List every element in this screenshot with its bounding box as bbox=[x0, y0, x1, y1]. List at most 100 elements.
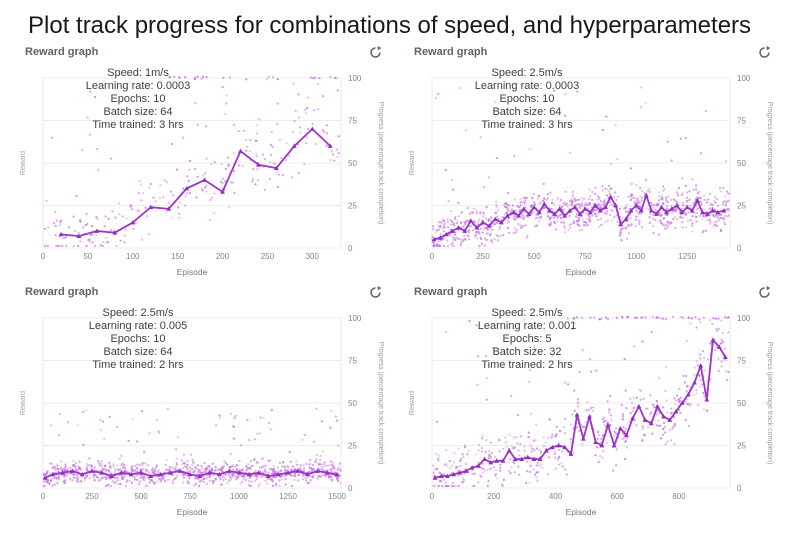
svg-text:Batch size: 64: Batch size: 64 bbox=[103, 106, 172, 118]
reward-progress-chart: 0 25 50 75 100 0 200 400 600 800 Episode Reward Prog… bbox=[409, 307, 773, 517]
svg-text:Batch size: 64: Batch size: 64 bbox=[492, 106, 561, 118]
svg-text:400: 400 bbox=[549, 492, 563, 501]
svg-text:Time trained: 2 hrs: Time trained: 2 hrs bbox=[481, 359, 573, 371]
chart-header: Reward graph bbox=[405, 44, 782, 60]
svg-text:800: 800 bbox=[672, 492, 686, 501]
refresh-button[interactable] bbox=[368, 45, 383, 60]
svg-text:50: 50 bbox=[737, 159, 746, 168]
svg-text:75: 75 bbox=[348, 117, 357, 126]
svg-text:250: 250 bbox=[261, 252, 275, 261]
left-axis-title: Reward bbox=[20, 391, 27, 415]
chart-card-top-left: Reward graph 0 25 50 75 100 0 50 100 150 200 250 30… bbox=[16, 44, 393, 280]
x-axis-tick-labels: 0 200 400 600 800 bbox=[430, 492, 686, 501]
svg-text:50: 50 bbox=[737, 399, 746, 408]
svg-text:250: 250 bbox=[476, 252, 490, 261]
svg-text:Learning rate: 0.0003: Learning rate: 0.0003 bbox=[475, 80, 580, 92]
chart-title: Reward graph bbox=[414, 46, 488, 58]
refresh-icon bbox=[759, 285, 771, 298]
svg-text:Speed: 1m/s: Speed: 1m/s bbox=[107, 67, 169, 79]
svg-text:200: 200 bbox=[487, 492, 501, 501]
refresh-button[interactable] bbox=[757, 285, 772, 300]
right-axis-tick-labels: 0 25 50 75 100 bbox=[348, 314, 362, 493]
page-title: Plot track progress for combinations of … bbox=[28, 12, 752, 39]
refresh-button[interactable] bbox=[368, 285, 383, 300]
scatter-points bbox=[43, 75, 340, 248]
y-gridlines bbox=[432, 317, 730, 489]
svg-text:0: 0 bbox=[430, 252, 435, 261]
line-markers bbox=[432, 337, 728, 480]
x-axis-tick-labels: 0 50 100 150 200 250 300 bbox=[41, 252, 320, 261]
svg-text:50: 50 bbox=[348, 159, 357, 168]
svg-text:1250: 1250 bbox=[678, 252, 696, 261]
chart-card-top-right: Reward graph 0 25 50 75 100 0 250 500 750 1000 125… bbox=[405, 44, 782, 280]
svg-text:0: 0 bbox=[41, 492, 46, 501]
svg-text:Epochs: 10: Epochs: 10 bbox=[110, 333, 165, 345]
chart-header: Reward graph bbox=[405, 284, 782, 300]
svg-text:0: 0 bbox=[430, 492, 435, 501]
svg-text:300: 300 bbox=[306, 252, 320, 261]
svg-text:100: 100 bbox=[737, 314, 751, 323]
refresh-button[interactable] bbox=[757, 45, 772, 60]
svg-text:1000: 1000 bbox=[627, 252, 645, 261]
svg-text:0: 0 bbox=[348, 484, 353, 493]
chart-canvas: 0 25 50 75 100 0 50 100 150 200 250 300 Episode Rewar… bbox=[20, 67, 384, 277]
chart-header: Reward graph bbox=[16, 284, 393, 300]
left-axis-title: Reward bbox=[20, 151, 27, 175]
svg-text:50: 50 bbox=[83, 252, 92, 261]
refresh-icon bbox=[370, 45, 382, 58]
svg-text:Epochs: 5: Epochs: 5 bbox=[503, 333, 552, 345]
left-axis-title: Reward bbox=[409, 151, 416, 175]
svg-text:75: 75 bbox=[737, 357, 746, 366]
svg-text:750: 750 bbox=[578, 252, 592, 261]
svg-text:250: 250 bbox=[85, 492, 99, 501]
svg-text:Batch size: 32: Batch size: 32 bbox=[492, 346, 561, 358]
x-axis-title: Episode bbox=[177, 267, 208, 277]
svg-text:Time trained: 2 hrs: Time trained: 2 hrs bbox=[92, 359, 184, 371]
svg-text:75: 75 bbox=[348, 357, 357, 366]
right-axis-title: Progress (percentage track completion) bbox=[766, 102, 773, 225]
y-gridlines bbox=[43, 317, 341, 489]
svg-text:750: 750 bbox=[183, 492, 197, 501]
chart-card-bottom-right: Reward graph 0 25 50 75 100 0 200 400 600 800 Epis… bbox=[405, 284, 782, 520]
chart-card-bottom-left: Reward graph 0 25 50 75 100 0 250 500 750 1000 125… bbox=[16, 284, 393, 520]
svg-text:Time trained: 3 hrs: Time trained: 3 hrs bbox=[92, 119, 184, 131]
right-axis-tick-labels: 0 25 50 75 100 bbox=[737, 74, 751, 253]
x-axis-tick-labels: 0 250 500 750 1000 1250 1500 bbox=[41, 492, 347, 501]
svg-text:500: 500 bbox=[134, 492, 148, 501]
svg-text:200: 200 bbox=[216, 252, 230, 261]
right-axis-title: Progress (percentage track completion) bbox=[377, 102, 384, 225]
x-axis-title: Episode bbox=[177, 507, 208, 517]
reward-progress-chart: 0 25 50 75 100 0 50 100 150 200 250 300 Episode Rewar… bbox=[20, 67, 384, 277]
svg-text:Batch size: 64: Batch size: 64 bbox=[103, 346, 172, 358]
svg-text:100: 100 bbox=[737, 74, 751, 83]
chart-title: Reward graph bbox=[414, 286, 488, 298]
x-axis-title: Episode bbox=[566, 507, 597, 517]
svg-text:25: 25 bbox=[348, 442, 357, 451]
svg-text:0: 0 bbox=[737, 244, 742, 253]
right-axis-tick-labels: 0 25 50 75 100 bbox=[348, 74, 362, 253]
svg-text:150: 150 bbox=[171, 252, 185, 261]
svg-text:Learning rate: 0.0003: Learning rate: 0.0003 bbox=[86, 80, 191, 92]
svg-text:25: 25 bbox=[737, 202, 746, 211]
svg-text:25: 25 bbox=[737, 442, 746, 451]
right-axis-tick-labels: 0 25 50 75 100 bbox=[737, 314, 751, 493]
svg-text:Time trained: 3 hrs: Time trained: 3 hrs bbox=[481, 119, 573, 131]
x-axis-title: Episode bbox=[566, 267, 597, 277]
chart-title: Reward graph bbox=[25, 46, 99, 58]
left-axis-title: Reward bbox=[409, 391, 416, 415]
line-markers bbox=[42, 468, 340, 480]
svg-text:Epochs: 10: Epochs: 10 bbox=[110, 93, 165, 105]
svg-text:0: 0 bbox=[348, 244, 353, 253]
svg-text:1000: 1000 bbox=[230, 492, 248, 501]
svg-text:Epochs: 10: Epochs: 10 bbox=[499, 93, 554, 105]
svg-text:600: 600 bbox=[611, 492, 625, 501]
svg-text:Speed: 2.5m/s: Speed: 2.5m/s bbox=[492, 307, 563, 319]
line-markers bbox=[431, 192, 727, 242]
